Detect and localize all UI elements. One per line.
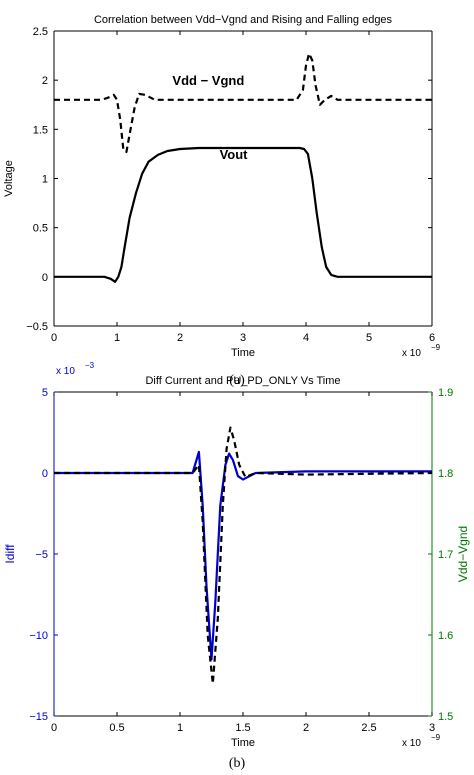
figure-label-b: (b) [228,756,246,771]
y-axis-label: Voltage [3,160,15,197]
x-tick-label: 0 [51,332,57,344]
x-tick-label: 3 [240,332,246,344]
x-tick-label: 3 [429,722,435,734]
chart-b: Diff Current and PU_PD_ONLY Vs Time 0 0.5 1… [3,361,470,749]
series-line-dashed [54,52,432,154]
x-tick-label: 1.5 [235,722,250,734]
x-axis-exponent-power: −9 [431,733,441,742]
y-tick-label: −0.5 [26,321,48,333]
annotation-label: Vout [220,147,249,162]
x-tick-label: 1 [114,332,120,344]
x-tick-label: 5 [366,332,372,344]
chart-a: Correlation between Vdd−Vgnd and Rising … [3,14,441,359]
y-axis-label: Idiff [3,544,17,564]
y-tick-label: −15 [29,711,48,723]
series-line-dashed [54,426,433,685]
y-axis-exponent: x 10 [56,366,75,377]
x-tick-label: 0 [51,722,57,734]
x-tick-label: 2 [177,332,183,344]
x-tick-label: 4 [303,332,309,344]
y-tick-label: 2 [42,75,48,87]
x-axis-exponent: x 10 [402,348,421,359]
x-axis-label: Time [231,347,255,359]
x-tick-label: 2.5 [361,722,376,734]
x-tick-label: 6 [429,332,435,344]
x-axis-label: Time [231,737,255,749]
x-tick-label: 1 [177,722,183,734]
y-right-tick-label: 1.5 [438,711,453,723]
y-tick-label: 1.5 [33,124,48,136]
y-right-tick-label: 1.8 [438,468,453,480]
y-axis-exponent-power: −3 [85,361,95,370]
y-tick-label: 1 [42,174,48,186]
y-right-axis-label: Vdd−Vgnd [456,526,470,582]
y-tick-label: −10 [29,630,48,642]
x-tick-label: 2 [303,722,309,734]
annotation-label: Vdd − Vgnd [172,73,244,88]
x-axis-exponent: x 10 [402,738,421,749]
y-tick-label: −5 [35,549,48,561]
y-right-tick-label: 1.9 [438,387,453,399]
series-line-solid [54,146,432,283]
y-tick-label: 0 [42,272,48,284]
y-tick-label: 5 [42,387,48,399]
x-tick-label: 0.5 [109,722,124,734]
chart-title: Diff Current and PU_PD_ONLY Vs Time [145,375,340,387]
y-right-tick-label: 1.7 [438,549,453,561]
y-tick-label: 0.5 [33,223,48,235]
x-axis-exponent-power: −9 [431,343,441,352]
y-tick-label: 2.5 [33,26,48,38]
series-line-solid [54,450,432,661]
figure-label-a: (a) [229,373,245,388]
y-tick-label: 0 [42,468,48,480]
chart-title: Correlation between Vdd−Vgnd and Rising … [94,14,393,26]
y-right-tick-label: 1.6 [438,630,453,642]
